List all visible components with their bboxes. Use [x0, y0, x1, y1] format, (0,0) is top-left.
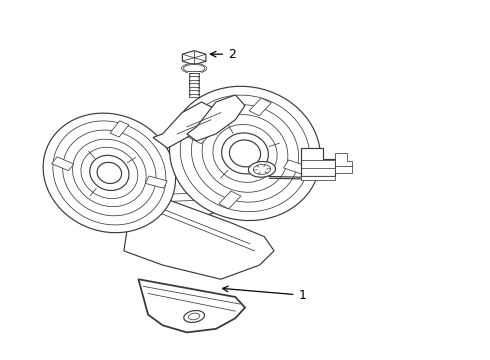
Ellipse shape [184, 311, 204, 323]
Ellipse shape [90, 155, 129, 190]
FancyBboxPatch shape [249, 98, 271, 116]
Polygon shape [335, 153, 352, 173]
Text: 2: 2 [210, 48, 236, 61]
Polygon shape [187, 95, 245, 141]
Ellipse shape [181, 63, 207, 73]
Polygon shape [66, 159, 274, 222]
Ellipse shape [170, 86, 320, 221]
FancyBboxPatch shape [284, 160, 308, 175]
FancyBboxPatch shape [51, 157, 74, 171]
FancyBboxPatch shape [219, 191, 241, 209]
Text: 1: 1 [222, 286, 306, 302]
Polygon shape [138, 279, 245, 332]
Polygon shape [124, 187, 274, 279]
FancyBboxPatch shape [184, 127, 208, 144]
Polygon shape [301, 148, 335, 176]
FancyBboxPatch shape [146, 176, 167, 188]
FancyBboxPatch shape [110, 121, 129, 137]
Polygon shape [182, 51, 206, 65]
Polygon shape [301, 176, 335, 180]
Ellipse shape [248, 162, 275, 177]
Ellipse shape [221, 133, 269, 174]
Polygon shape [153, 102, 216, 148]
Ellipse shape [43, 113, 175, 233]
